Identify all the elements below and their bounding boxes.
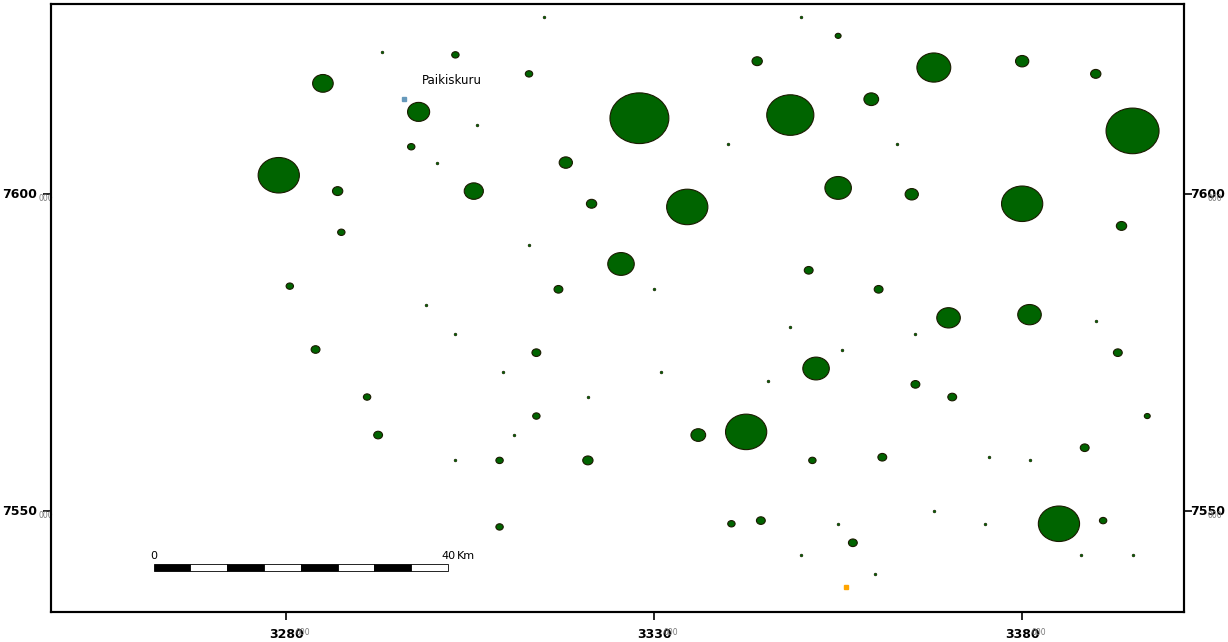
Circle shape: [667, 189, 707, 225]
Circle shape: [809, 457, 817, 464]
Circle shape: [937, 308, 960, 328]
Circle shape: [948, 394, 957, 401]
Circle shape: [286, 283, 293, 290]
Circle shape: [496, 524, 503, 530]
Circle shape: [338, 229, 345, 236]
Circle shape: [373, 431, 383, 439]
Circle shape: [756, 517, 765, 525]
Circle shape: [408, 102, 430, 121]
Circle shape: [865, 93, 878, 105]
Circle shape: [532, 349, 540, 356]
Circle shape: [610, 93, 669, 144]
Circle shape: [874, 286, 883, 293]
Text: 7550: 7550: [2, 505, 37, 517]
Circle shape: [878, 453, 887, 461]
Circle shape: [1106, 108, 1159, 153]
Text: 7550: 7550: [1190, 505, 1224, 517]
Circle shape: [258, 157, 300, 193]
Circle shape: [554, 286, 562, 293]
Circle shape: [608, 252, 634, 275]
Circle shape: [1090, 69, 1102, 78]
Bar: [264, 564, 301, 571]
Circle shape: [1099, 517, 1106, 524]
Circle shape: [526, 71, 533, 77]
Text: 000: 000: [1208, 511, 1223, 520]
Text: 7600: 7600: [2, 187, 37, 201]
Bar: [411, 564, 448, 571]
Circle shape: [1081, 444, 1089, 451]
Circle shape: [905, 189, 919, 200]
Circle shape: [1144, 413, 1151, 419]
Circle shape: [587, 199, 597, 208]
Circle shape: [464, 183, 484, 199]
Circle shape: [825, 177, 851, 199]
Circle shape: [728, 521, 736, 527]
Bar: [301, 564, 338, 571]
Circle shape: [311, 345, 321, 353]
Circle shape: [583, 456, 593, 465]
Text: Km: Km: [457, 551, 475, 561]
Circle shape: [1116, 221, 1126, 230]
Circle shape: [363, 394, 371, 400]
Text: 000: 000: [1208, 195, 1223, 204]
Circle shape: [752, 56, 763, 65]
Circle shape: [911, 381, 920, 388]
Circle shape: [691, 429, 706, 442]
Circle shape: [559, 157, 572, 168]
Circle shape: [313, 74, 333, 92]
Circle shape: [726, 414, 766, 449]
Circle shape: [803, 357, 829, 380]
Circle shape: [533, 413, 540, 419]
Text: 000: 000: [38, 195, 53, 204]
Text: 3280: 3280: [269, 628, 303, 641]
Circle shape: [849, 539, 857, 546]
Circle shape: [1039, 506, 1079, 541]
Text: 000: 000: [663, 628, 678, 637]
Circle shape: [917, 53, 950, 82]
Bar: [154, 564, 190, 571]
Circle shape: [1114, 349, 1122, 356]
Text: 000: 000: [38, 511, 53, 520]
Text: 7600: 7600: [1190, 187, 1224, 201]
Text: Paikiskuru: Paikiskuru: [422, 74, 483, 87]
Circle shape: [766, 95, 814, 135]
Bar: [190, 564, 227, 571]
Circle shape: [408, 144, 415, 150]
Text: 40: 40: [441, 551, 456, 561]
Circle shape: [1018, 304, 1041, 325]
Circle shape: [804, 266, 813, 274]
Bar: [227, 564, 264, 571]
Text: 0: 0: [150, 551, 157, 561]
Text: 000: 000: [295, 628, 309, 637]
Circle shape: [452, 52, 459, 58]
Circle shape: [835, 33, 841, 39]
Bar: [375, 564, 411, 571]
Text: 000: 000: [1032, 628, 1046, 637]
Bar: [338, 564, 375, 571]
Circle shape: [496, 457, 503, 464]
Circle shape: [333, 187, 343, 196]
Text: 3330: 3330: [637, 628, 672, 641]
Text: 3380: 3380: [1005, 628, 1039, 641]
Circle shape: [1002, 186, 1043, 221]
Circle shape: [1016, 55, 1029, 67]
